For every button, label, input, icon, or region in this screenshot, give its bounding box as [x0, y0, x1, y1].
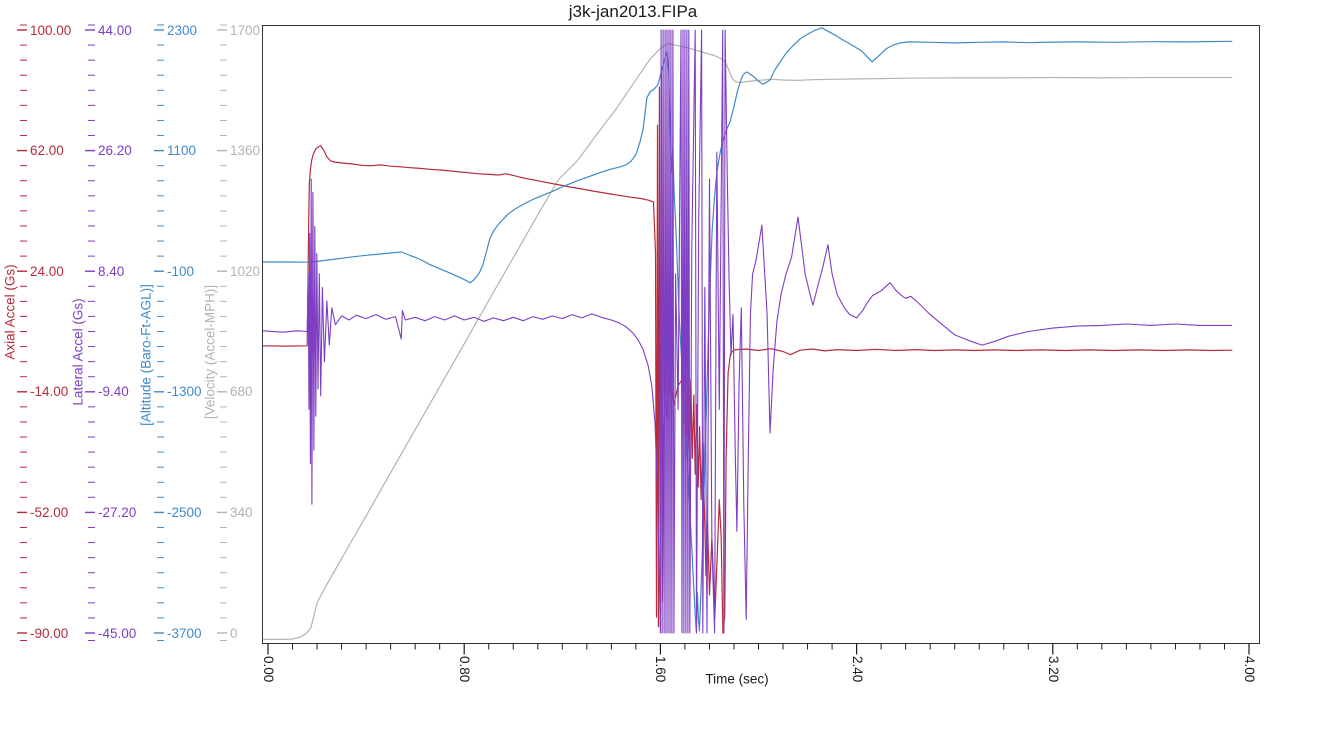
- y-tick-label: 24.00: [30, 263, 64, 279]
- y-tick-label: 340: [230, 504, 253, 520]
- y-tick-label: -45.00: [98, 625, 137, 641]
- y-tick-label: 1020: [230, 263, 261, 279]
- x-tick-label: 4.00: [1242, 655, 1257, 682]
- y-tick-label: 1100: [167, 143, 197, 159]
- x-tick-label: 0.80: [457, 655, 473, 682]
- y-tick-label: 680: [230, 384, 253, 400]
- y-tick-label: -2500: [167, 504, 202, 520]
- y-tick-label: -90.00: [30, 625, 69, 641]
- y-tick-label: -9.40: [98, 384, 129, 400]
- y-tick-label: -1300: [167, 384, 202, 400]
- x-axis-title: Time (sec): [705, 671, 769, 687]
- y-tick-label: 0: [230, 625, 238, 641]
- y-axis-title-altitude: [Altitude (Baro-Ft-AGL)]: [138, 284, 154, 426]
- y-tick-label: 2300: [167, 22, 198, 38]
- y-tick-label: -3700: [167, 625, 202, 641]
- x-tick-label: 1.60: [653, 655, 669, 682]
- y-tick-label: 62.00: [30, 143, 64, 159]
- y-tick-label: 100.00: [30, 22, 72, 38]
- y-tick-label: 1360: [230, 143, 261, 159]
- y-tick-label: 44.00: [98, 22, 132, 38]
- y-tick-label: 1700: [230, 22, 261, 38]
- y-tick-label: -14.00: [30, 384, 69, 400]
- chart-title: j3k-jan2013.FIPa: [568, 2, 698, 21]
- x-tick-label: 2.40: [849, 655, 865, 682]
- y-tick-label: 26.20: [98, 143, 132, 159]
- y-axis-title-axial-accel: Axial Accel (Gs): [2, 264, 18, 360]
- y-tick-label: -27.20: [98, 504, 137, 520]
- series-lateral: [262, 29, 1233, 634]
- y-tick-label: 8.40: [98, 263, 125, 279]
- y-tick-label: -52.00: [30, 504, 69, 520]
- series-velocity: [262, 42, 1233, 640]
- y-axis-title-velocity: [Velocity (Accel-MPH)]: [202, 284, 218, 420]
- y-axis-title-lateral-accel: Lateral Accel (Gs): [70, 298, 86, 406]
- x-tick-label: 0.00: [261, 655, 276, 682]
- y-tick-label: -100: [167, 263, 195, 279]
- x-tick-label: 3.20: [1045, 655, 1061, 682]
